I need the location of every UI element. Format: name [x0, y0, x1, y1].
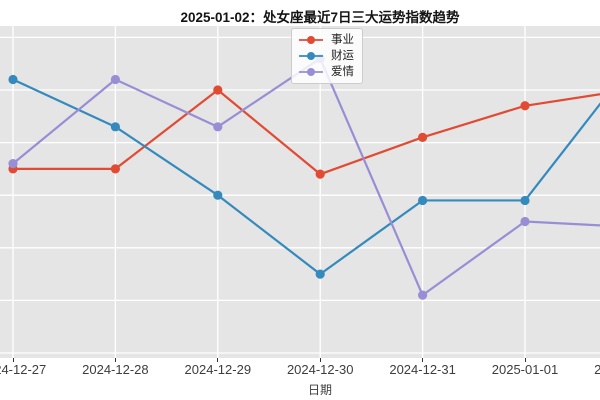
legend-label: 爱情: [331, 66, 354, 78]
legend-item: 爱情: [298, 65, 354, 79]
x-tick-label: 2024-12-29: [184, 362, 252, 377]
legend: 事业 财运 爱情: [291, 28, 363, 84]
series-line-爱情: [11, 57, 600, 297]
line-chart: [0, 26, 600, 358]
x-tick-mark: [114, 358, 116, 362]
chart-title: 2025-01-02：处女座最近7日三大运势指数趋势: [180, 10, 460, 25]
data-point-marker: [110, 74, 120, 85]
legend-line-marker-icon: [299, 36, 323, 44]
x-tick-label: 2024-12-30: [286, 362, 354, 377]
data-point-marker: [110, 122, 120, 132]
series-line-财运: [11, 78, 600, 276]
data-point-marker: [315, 169, 325, 179]
x-tick-label: 2025-01-02: [594, 362, 600, 377]
data-point-marker: [520, 101, 530, 111]
legend-label: 事业: [331, 34, 354, 46]
x-tick-mark: [524, 358, 526, 362]
data-point-marker: [213, 190, 223, 200]
x-axis-title: 日期: [307, 383, 333, 397]
legend-line-marker-icon: [299, 68, 323, 76]
data-point-marker: [315, 269, 325, 279]
x-tick-mark: [422, 358, 424, 362]
data-point-marker: [110, 164, 120, 174]
data-point-marker: [213, 85, 223, 95]
x-tick-mark: [319, 358, 321, 362]
legend-label: 财运: [331, 50, 354, 62]
legend-item: 财运: [298, 49, 354, 63]
data-point-marker: [520, 216, 530, 227]
x-tick-label: 2024-12-28: [82, 362, 149, 377]
data-point-marker: [418, 132, 428, 142]
data-point-marker: [213, 122, 223, 132]
data-point-marker: [418, 290, 428, 300]
x-tick-label: 2024-12-27: [0, 362, 47, 377]
data-point-marker: [418, 195, 428, 206]
legend-item: 事业: [298, 33, 354, 47]
x-tick-label: 2024-12-31: [389, 362, 456, 377]
data-point-marker: [8, 74, 18, 85]
x-tick-mark: [217, 358, 219, 362]
x-tick-label: 2025-01-01: [491, 362, 559, 377]
data-point-marker: [520, 195, 530, 206]
legend-line-marker-icon: [299, 52, 323, 60]
series-line-事业: [11, 88, 600, 176]
x-tick-mark: [12, 358, 14, 362]
data-point-marker: [8, 159, 18, 169]
